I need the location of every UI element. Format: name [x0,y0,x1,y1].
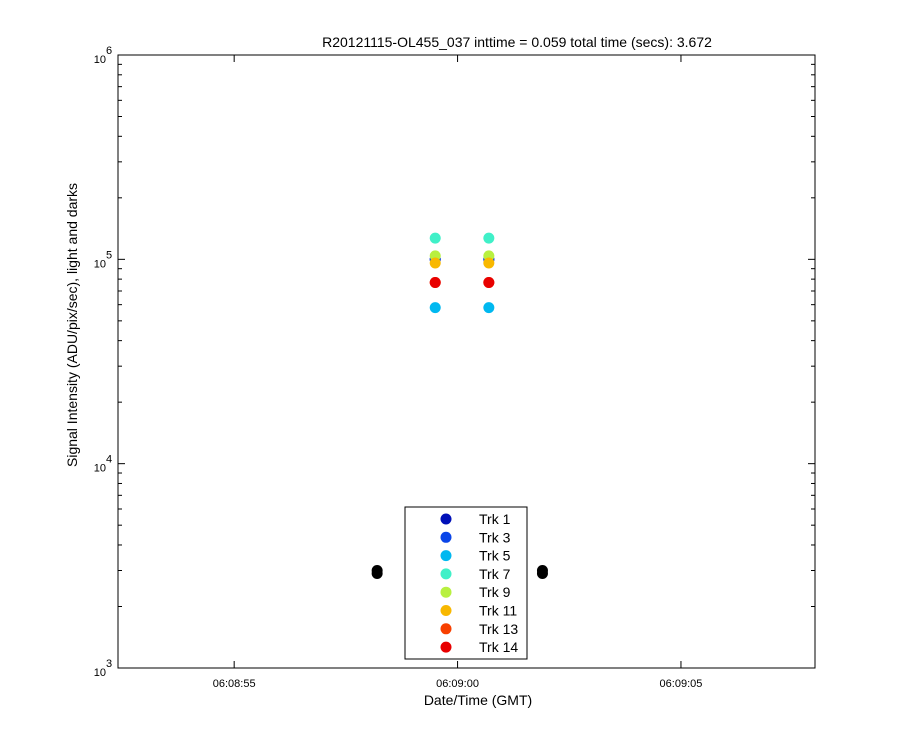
legend-entry: Trk 13 [440,621,518,637]
dark-point [536,565,548,577]
legend-marker [440,586,452,598]
y-tick-label: 104 [94,454,112,475]
axis-ticks [118,55,815,669]
x-tick-label: 06:09:05 [660,678,703,690]
data-point [483,302,495,314]
data-point [483,277,495,289]
legend-marker [440,513,452,525]
legend-box [404,506,528,660]
y-tick-label: 105 [94,249,112,270]
legend-label: Trk 1 [479,511,511,527]
legend-label: Trk 7 [479,566,511,582]
legend-marker [440,550,452,562]
data-point [429,277,441,289]
data-point [429,257,441,269]
legend-entry: Trk 9 [440,584,511,600]
dark-points [371,565,548,580]
x-tick-labels: 06:08:55 06:09:00 06:09:05 [213,678,703,690]
legend-entry: Trk 5 [440,548,511,564]
y-axis-label: Signal Intensity (ADU/pix/sec), light an… [64,183,80,467]
x-axis-label: Date/Time (GMT) [424,692,532,708]
legend-marker [440,568,452,580]
y-tick-exponent: 3 [106,658,112,670]
legend-label: Trk 11 [479,603,517,619]
data-point [429,302,441,314]
legend-marker [440,531,452,543]
x-tick-label: 06:08:55 [213,678,256,690]
legend-entry: Trk 11 [440,603,517,619]
legend-label: Trk 9 [479,584,511,600]
data-point [429,232,441,244]
legend-marker [440,605,452,616]
legend-label: Trk 14 [479,639,518,655]
legend-label: Trk 13 [479,621,518,637]
y-tick-base: 10 [94,258,106,270]
y-tick-exponent: 4 [106,454,112,466]
x-tick-label: 06:09:00 [436,678,479,690]
legend-entry: Trk 3 [440,529,511,545]
legend-entry: Trk 7 [440,566,511,582]
data-point [483,232,495,244]
y-tick-exponent: 5 [106,249,112,261]
legend-marker [440,641,452,653]
legend: Trk 1 Trk 3 Trk 5 Trk 7 Trk 9 Trk 11 Trk 13 Trk… [404,506,528,660]
data-point [483,257,495,269]
legend-marker [440,623,452,635]
legend-label: Trk 5 [479,548,511,564]
y-tick-exponent: 6 [106,45,112,57]
y-tick-label: 106 [94,45,112,66]
legend-entry: Trk 1 [440,511,511,527]
y-tick-base: 10 [94,667,106,679]
series-points [429,232,495,314]
dark-point [371,565,383,577]
y-tick-base: 10 [94,54,106,66]
legend-entry: Trk 14 [440,639,518,655]
legend-label: Trk 3 [479,529,511,545]
y-tick-base: 10 [94,463,106,475]
y-tick-label: 103 [94,658,112,679]
chart-title: R20121115-OL455_037 inttime = 0.059 tota… [322,34,712,50]
